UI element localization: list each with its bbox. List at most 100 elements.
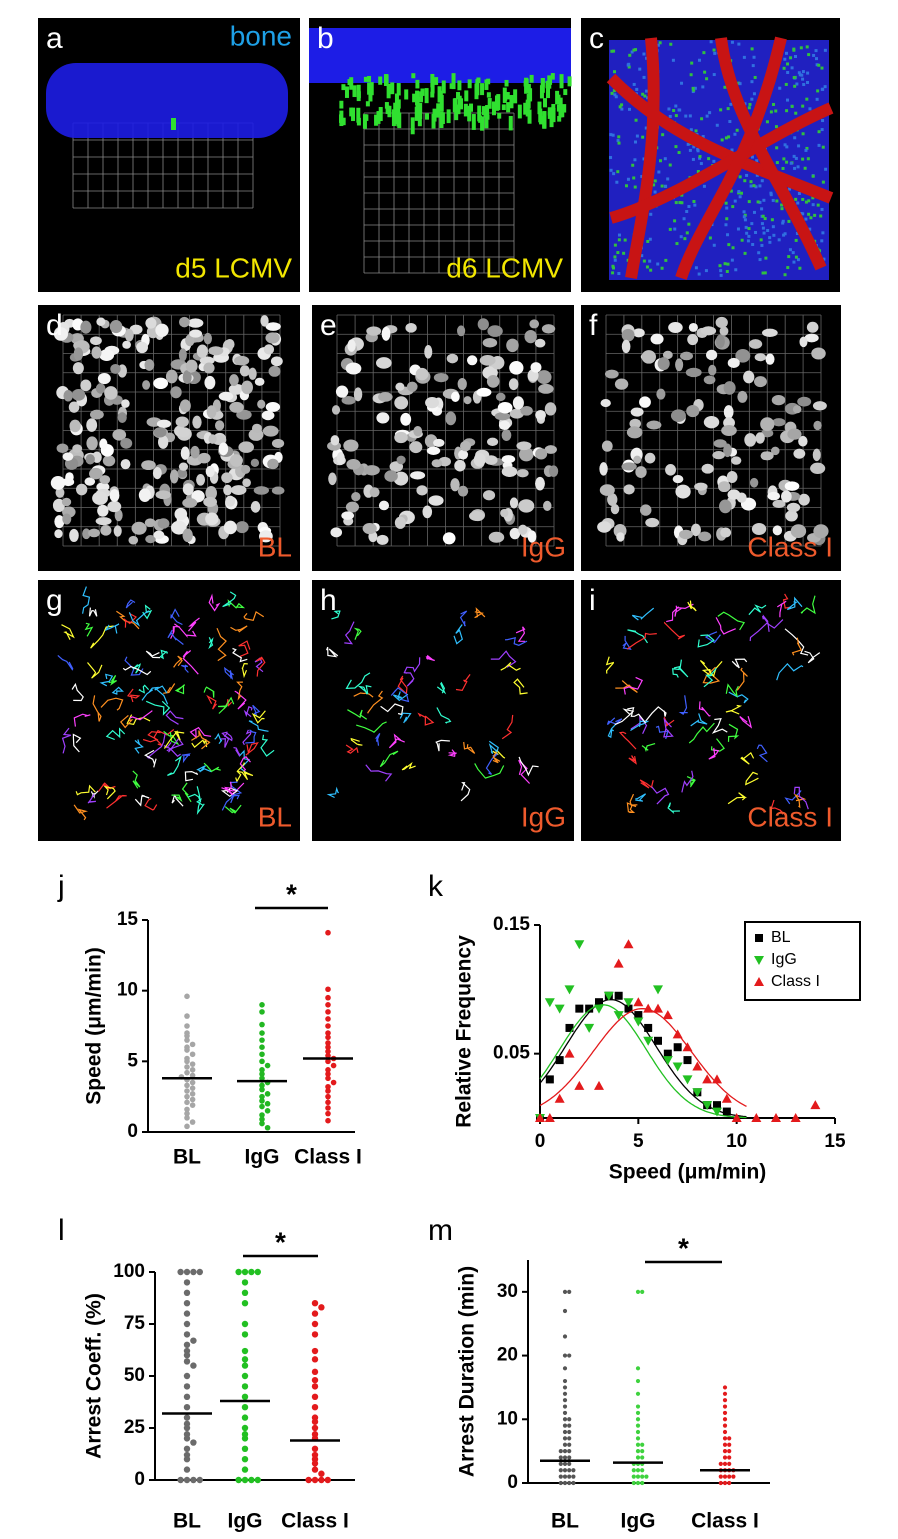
marker bbox=[594, 1004, 604, 1014]
cell bbox=[80, 320, 92, 334]
panel-letter: d bbox=[46, 309, 63, 342]
cell bbox=[214, 420, 225, 431]
track bbox=[367, 690, 384, 714]
cell bbox=[599, 462, 608, 476]
cell-signal bbox=[750, 155, 754, 159]
cell bbox=[737, 390, 748, 403]
track bbox=[61, 624, 75, 640]
track bbox=[163, 742, 181, 757]
cell bbox=[240, 464, 251, 474]
track bbox=[379, 750, 399, 768]
cell-signal bbox=[819, 214, 823, 218]
cell bbox=[509, 361, 524, 375]
cell bbox=[409, 441, 423, 454]
cell bbox=[703, 375, 716, 385]
cell-signal bbox=[760, 222, 764, 226]
track bbox=[181, 782, 192, 803]
cell bbox=[97, 373, 111, 385]
cell-signal bbox=[441, 80, 446, 94]
cell bbox=[761, 328, 778, 337]
cell bbox=[457, 325, 466, 337]
cell-signal bbox=[821, 87, 825, 91]
track bbox=[142, 604, 153, 620]
cell-signal bbox=[815, 97, 819, 101]
cell-signal bbox=[640, 254, 644, 258]
panel-letter: k bbox=[428, 870, 444, 903]
cell bbox=[650, 333, 664, 345]
cell bbox=[765, 353, 775, 365]
cell bbox=[228, 383, 245, 395]
dot bbox=[567, 1442, 572, 1447]
dot bbox=[196, 1476, 203, 1484]
dot bbox=[190, 1476, 197, 1484]
x-tick-label: Class I bbox=[294, 1146, 362, 1169]
dot bbox=[259, 1044, 265, 1050]
cell bbox=[82, 528, 91, 540]
cell bbox=[400, 412, 412, 426]
dot bbox=[241, 1393, 249, 1401]
cell bbox=[422, 505, 433, 519]
cell-signal bbox=[661, 133, 665, 137]
cell-signal bbox=[783, 57, 787, 61]
cell-signal bbox=[420, 88, 425, 96]
cell-signal bbox=[805, 80, 809, 84]
cell-signal bbox=[720, 138, 724, 142]
track bbox=[243, 705, 253, 718]
cell-signal bbox=[712, 73, 716, 77]
cell-signal bbox=[673, 227, 677, 231]
dot bbox=[183, 1310, 191, 1317]
cell bbox=[260, 315, 269, 327]
cell-signal bbox=[821, 180, 825, 184]
dot bbox=[190, 1439, 197, 1446]
cell-signal bbox=[622, 251, 626, 255]
dot bbox=[183, 1300, 191, 1307]
dot bbox=[259, 1002, 265, 1008]
dot bbox=[259, 1082, 265, 1089]
cell-signal bbox=[692, 145, 696, 149]
marker bbox=[624, 1004, 633, 1013]
cell bbox=[804, 333, 819, 343]
track bbox=[141, 686, 159, 701]
cell-signal bbox=[436, 103, 441, 118]
cell-signal bbox=[702, 51, 706, 55]
dot bbox=[184, 1115, 190, 1121]
track bbox=[453, 624, 463, 645]
cell bbox=[144, 518, 156, 528]
cell bbox=[61, 497, 72, 507]
cell-signal bbox=[784, 51, 788, 55]
x-tick-label: BL bbox=[173, 1146, 201, 1169]
track bbox=[800, 595, 816, 615]
fit-curve bbox=[539, 998, 747, 1118]
cell-signal bbox=[452, 98, 457, 113]
cell bbox=[117, 412, 127, 423]
cell-signal bbox=[546, 81, 551, 99]
track bbox=[504, 637, 528, 646]
track bbox=[697, 634, 715, 648]
image-panel: a bone d5 LCMV bbox=[38, 18, 300, 292]
cell bbox=[242, 478, 251, 487]
cell-signal bbox=[726, 233, 730, 237]
cell-signal bbox=[686, 142, 690, 146]
panel-letter: c bbox=[589, 22, 604, 55]
dot bbox=[241, 1347, 249, 1355]
cell bbox=[203, 332, 212, 345]
track bbox=[793, 786, 809, 810]
dot bbox=[562, 1455, 568, 1460]
cell-signal bbox=[757, 251, 761, 255]
cell bbox=[621, 339, 631, 354]
cell-signal bbox=[374, 114, 379, 126]
dot bbox=[254, 1268, 261, 1276]
cell bbox=[381, 326, 391, 341]
cell-signal bbox=[805, 45, 809, 49]
cell-signal bbox=[657, 170, 661, 174]
cell bbox=[668, 321, 683, 333]
cell-signal bbox=[758, 200, 762, 204]
cell-signal bbox=[646, 239, 650, 243]
cell-signal bbox=[617, 272, 621, 276]
cell bbox=[63, 390, 73, 402]
cell bbox=[182, 498, 198, 508]
cell-signal bbox=[456, 104, 461, 115]
track bbox=[618, 731, 637, 750]
cell-signal bbox=[418, 102, 423, 119]
cell bbox=[351, 491, 361, 502]
